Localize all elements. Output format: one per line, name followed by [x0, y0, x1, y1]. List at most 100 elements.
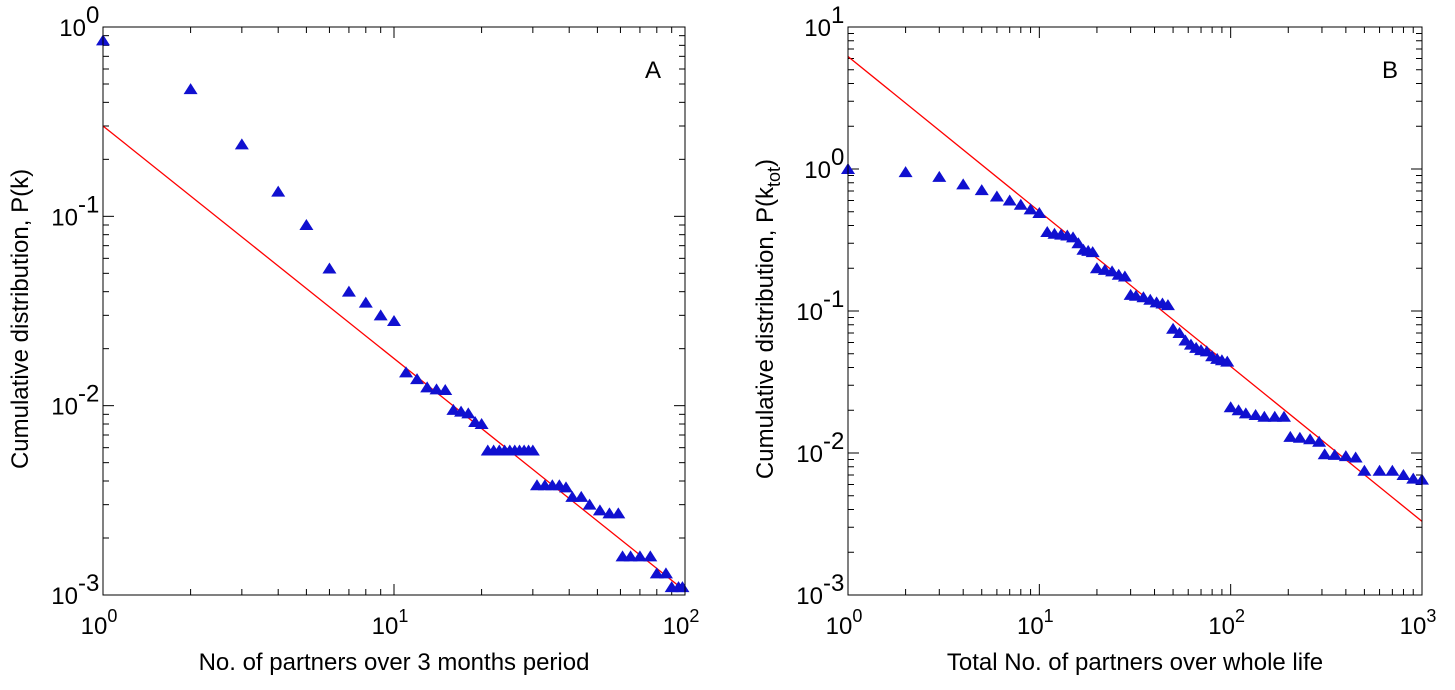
data-point: [974, 184, 989, 196]
data-point: [1117, 270, 1132, 282]
data-point: [611, 507, 626, 519]
fit-line: [103, 125, 685, 592]
data-point: [1105, 265, 1120, 277]
data-point: [299, 218, 314, 230]
data-point: [1348, 451, 1363, 463]
data-point: [558, 481, 573, 493]
data-point: [1406, 472, 1421, 484]
y-tick-label: 10: [796, 441, 823, 468]
data-point: [1166, 322, 1181, 334]
data-point: [387, 315, 401, 327]
data-point: [358, 296, 373, 308]
data-point: [525, 444, 540, 456]
y-tick-label: 10: [796, 583, 823, 610]
data-point: [446, 403, 461, 415]
data-point: [1357, 464, 1372, 476]
y-tick-exponent: -3: [823, 570, 844, 597]
data-point: [1220, 355, 1235, 367]
x-tick-label: 100: [81, 606, 118, 640]
x-axis-label: No. of partners over 3 months period: [199, 649, 590, 676]
data-point: [1277, 410, 1292, 422]
data-point: [574, 490, 589, 502]
data-point: [649, 567, 664, 579]
y-tick-label: 10: [51, 204, 78, 231]
data-point: [1238, 407, 1253, 419]
x-tick-label: 103: [1400, 606, 1437, 640]
data-point: [1248, 409, 1263, 421]
data-point: [474, 418, 489, 430]
y-tick-label: 10: [59, 15, 86, 42]
data-point: [271, 185, 286, 197]
data-point: [989, 190, 1004, 202]
x-tick-label: 102: [1208, 606, 1245, 640]
data-point: [1312, 435, 1327, 447]
data-point: [322, 262, 337, 274]
data-point: [1372, 464, 1387, 476]
data-point: [438, 383, 453, 395]
data-point: [592, 504, 607, 516]
data-point: [1303, 433, 1318, 445]
data-point: [1267, 410, 1282, 422]
data-point: [461, 407, 476, 419]
data-point: [410, 373, 425, 385]
y-tick-label: 10: [51, 583, 78, 610]
y-tick-exponent: -1: [823, 286, 844, 313]
data-point: [1071, 237, 1086, 249]
data-point: [602, 507, 617, 519]
x-tick-label: 100: [826, 606, 863, 640]
plot-frame: [847, 26, 1423, 596]
y-tick-exponent: -2: [78, 381, 99, 408]
data-point: [1013, 198, 1028, 210]
data-point: [1223, 401, 1238, 413]
plot-frame: [102, 26, 686, 596]
data-point: [183, 83, 198, 95]
data-point: [420, 381, 435, 393]
data-point: [898, 166, 913, 178]
y-tick-label: 10: [804, 157, 831, 184]
data-point: [1317, 448, 1332, 460]
data-point: [234, 138, 249, 150]
data-point: [632, 550, 647, 562]
x-tick-label: 101: [1017, 606, 1054, 640]
y-tick-exponent: -2: [823, 428, 844, 455]
data-point: [1032, 206, 1047, 218]
data-point: [623, 550, 638, 562]
data-point: [565, 490, 580, 502]
data-point: [1327, 448, 1342, 460]
data-point: [956, 178, 971, 190]
x-tick-label: 101: [372, 606, 409, 640]
data-point: [1257, 410, 1272, 422]
data-point: [675, 581, 690, 593]
data-point: [932, 170, 947, 182]
y-axis-label: Cumulative distribution, P(ktot): [752, 159, 784, 479]
data-point: [1002, 194, 1017, 206]
data-point: [1396, 468, 1411, 480]
data-point: [373, 309, 388, 321]
data-point: [1066, 231, 1081, 243]
x-tick-label: 102: [663, 606, 700, 640]
data-point: [1172, 326, 1187, 338]
fit-line: [848, 55, 1422, 522]
data-point: [1085, 246, 1100, 258]
data-point: [1338, 450, 1353, 462]
data-point: [582, 498, 597, 510]
data-point: [1089, 262, 1104, 274]
data-point: [341, 285, 356, 297]
data-point: [1160, 299, 1175, 311]
data-point: [658, 567, 673, 579]
y-tick-label: 10: [796, 299, 823, 326]
x-axis-label: Total No. of partners over whole life: [947, 649, 1323, 676]
data-point: [1283, 430, 1298, 442]
data-point: [429, 383, 444, 395]
y-tick-exponent: -3: [78, 570, 99, 597]
y-tick-exponent: 0: [86, 2, 99, 29]
data-point: [1385, 464, 1400, 476]
y-tick-exponent: -1: [78, 191, 99, 218]
y-axis-label: Cumulative distribution, P(k): [7, 169, 34, 469]
panel-letter: A: [645, 57, 661, 84]
y-tick-exponent: 1: [831, 2, 844, 29]
data-point: [1023, 203, 1038, 215]
